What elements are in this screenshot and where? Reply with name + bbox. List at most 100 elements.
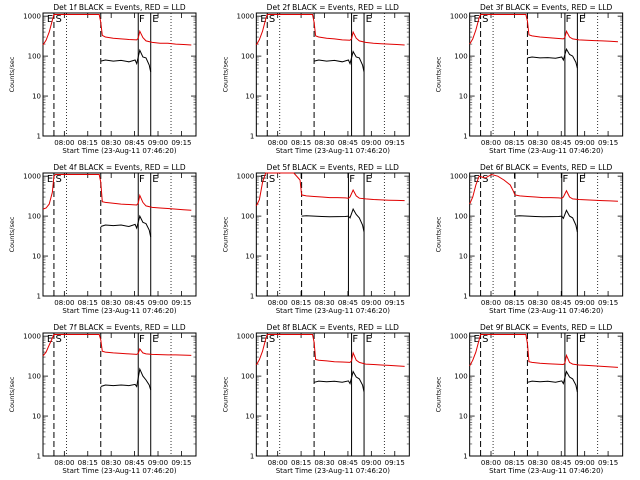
x-tick-label: 08:15 [504, 139, 524, 147]
plot-frame [42, 172, 197, 297]
x-tick-label: 08:30 [101, 139, 121, 147]
panel-det-2: Det 2f BLACK = Events, RED = LLD 1 10 100 10… [221, 3, 410, 155]
panel-det-3: Det 3f BLACK = Events, RED = LLD 1 10 100 10… [435, 3, 624, 155]
x-axis-label: Start Time (23-Aug-11 07:46:20) [489, 147, 603, 155]
y-tick-label: 10 [32, 413, 41, 421]
y-tick-label: 1000 [450, 333, 468, 341]
x-tick-label: 09:15 [171, 299, 191, 307]
panel-det-8: Det 8f BLACK = Events, RED = LLD 1 10 100 10… [221, 323, 410, 475]
x-tick-label: 08:15 [504, 459, 524, 467]
marker-letter: S [482, 334, 488, 345]
x-axis-label: Start Time (23-Aug-11 07:46:20) [62, 307, 176, 315]
x-tick-label: 08:45 [551, 139, 571, 147]
x-tick-label: 09:15 [385, 299, 405, 307]
lld-series-line [42, 334, 192, 357]
marker-letter: E [47, 334, 53, 345]
y-tick-label: 100 [241, 373, 254, 381]
marker-letter: S [482, 174, 488, 185]
x-tick-label: 08:45 [125, 459, 145, 467]
y-tick-label: 1000 [237, 13, 255, 21]
panel-det-1: Det 1f BLACK = Events, RED = LLD 1 10 100 10… [8, 3, 197, 155]
x-tick-label: 08:45 [338, 459, 358, 467]
y-tick-label: 10 [32, 253, 41, 261]
x-tick-label: 08:30 [314, 459, 334, 467]
y-tick-label: 100 [28, 53, 41, 61]
x-tick-label: 09:00 [575, 459, 595, 467]
marker-letter: E [152, 14, 158, 25]
marker-letter: E [260, 14, 266, 25]
x-tick-label: 09:15 [598, 299, 618, 307]
x-axis-label: Start Time (23-Aug-11 07:46:20) [489, 307, 603, 315]
x-tick-label: 08:30 [314, 299, 334, 307]
marker-letter: F [139, 14, 145, 25]
marker-letter: F [566, 14, 572, 25]
x-tick-label: 08:15 [78, 459, 98, 467]
events-series-line [301, 207, 365, 233]
y-tick-label: 1000 [23, 13, 41, 21]
marker-letter: E [579, 334, 585, 345]
x-tick-label: 08:15 [291, 459, 311, 467]
marker-letter: E [152, 174, 158, 185]
x-tick-label: 09:15 [171, 459, 191, 467]
y-axis-label: Counts/sec [435, 376, 443, 412]
y-axis-label: Counts/sec [221, 216, 229, 252]
x-axis-label: Start Time (23-Aug-11 07:46:20) [62, 467, 176, 475]
lld-series-line [255, 334, 405, 367]
y-tick-label: 100 [241, 53, 254, 61]
x-tick-label: 09:15 [385, 139, 405, 147]
lld-series-line [469, 173, 618, 205]
y-axis-label: Counts/sec [8, 216, 16, 252]
y-axis-label: Counts/sec [221, 376, 229, 412]
y-tick-label: 1000 [450, 13, 468, 21]
events-series-line [100, 48, 152, 73]
x-tick-label: 08:45 [125, 299, 145, 307]
y-axis-label: Counts/sec [435, 56, 443, 92]
x-axis-label: Start Time (23-Aug-11 07:46:20) [62, 147, 176, 155]
marker-letter: E [579, 14, 585, 25]
x-tick-label: 08:00 [481, 139, 501, 147]
x-tick-label: 08:15 [78, 299, 98, 307]
marker-letter: S [269, 334, 275, 345]
lld-series-line [469, 14, 618, 45]
marker-letter: F [349, 174, 355, 185]
y-tick-label: 1 [37, 293, 41, 301]
marker-letter: S [55, 334, 61, 345]
y-tick-label: 100 [454, 213, 467, 221]
x-tick-label: 09:15 [598, 139, 618, 147]
x-tick-label: 08:15 [78, 139, 98, 147]
x-tick-label: 08:15 [504, 299, 524, 307]
x-tick-label: 08:45 [338, 139, 358, 147]
y-tick-label: 1 [463, 453, 467, 461]
x-tick-label: 09:00 [361, 299, 381, 307]
marker-letter: E [366, 14, 372, 25]
y-tick-label: 10 [459, 413, 468, 421]
events-series-line [527, 47, 578, 69]
x-tick-label: 08:30 [528, 299, 548, 307]
y-tick-label: 1 [37, 453, 41, 461]
y-tick-label: 10 [245, 93, 254, 101]
lld-series-line [255, 14, 405, 46]
x-tick-label: 09:00 [148, 299, 168, 307]
marker-letter: F [139, 334, 145, 345]
plot-frame [255, 172, 410, 297]
x-tick-label: 09:00 [361, 139, 381, 147]
marker-letter: E [47, 14, 53, 25]
panel-det-5: Det 5f BLACK = Events, RED = LLD 1 10 100 10… [221, 163, 410, 315]
x-tick-label: 08:00 [54, 139, 74, 147]
marker-letter: S [55, 14, 61, 25]
x-tick-label: 08:45 [338, 299, 358, 307]
y-tick-label: 10 [32, 93, 41, 101]
marker-letter: E [47, 174, 53, 185]
marker-letter: E [579, 174, 585, 185]
x-tick-label: 08:00 [54, 299, 74, 307]
panel-title: Det 5f BLACK = Events, RED = LLD [267, 163, 400, 172]
panel-title: Det 7f BLACK = Events, RED = LLD [53, 323, 186, 332]
x-tick-label: 08:15 [291, 139, 311, 147]
marker-letter: F [566, 334, 572, 345]
x-tick-label: 08:45 [125, 139, 145, 147]
x-tick-label: 09:00 [575, 299, 595, 307]
x-tick-label: 08:30 [101, 459, 121, 467]
lld-series-line [255, 172, 405, 207]
